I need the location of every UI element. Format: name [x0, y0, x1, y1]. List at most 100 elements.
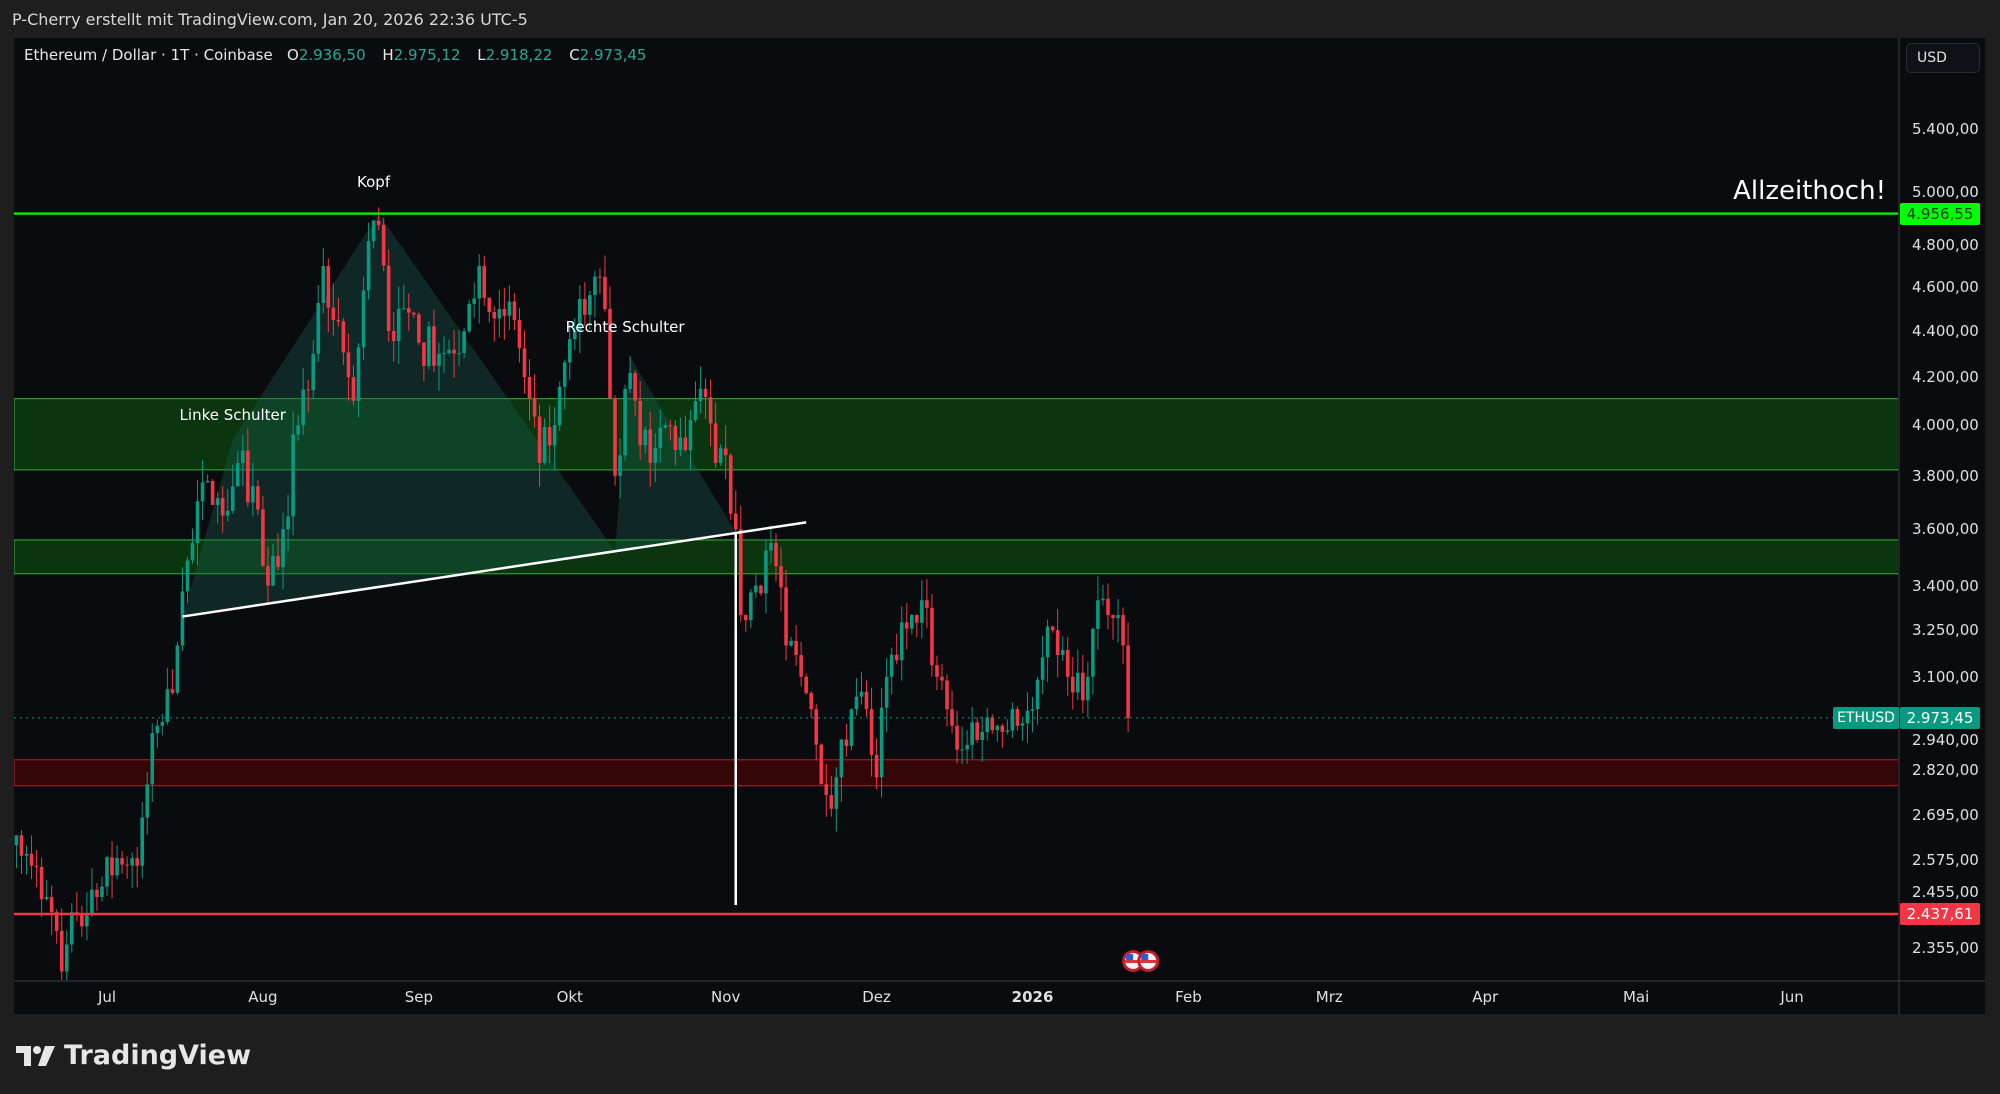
plot-area[interactable] — [14, 207, 1899, 994]
candle-up — [140, 817, 145, 866]
candle-up — [155, 725, 160, 734]
candle-down — [422, 342, 426, 366]
low-label: L — [477, 46, 486, 64]
candle-down — [744, 615, 748, 621]
close-value: 2.973,45 — [579, 46, 647, 64]
candle-up — [593, 276, 597, 296]
candle-up — [910, 615, 914, 629]
candle-up — [271, 555, 275, 586]
head-label[interactable]: Kopf — [357, 172, 391, 191]
candle-down — [733, 513, 738, 530]
candle-down — [537, 416, 542, 463]
currency-button[interactable]: USD — [1906, 43, 1980, 73]
price-tick: 4.400,00 — [1912, 322, 1979, 341]
chart-attribution: P-Cherry erstellt mit TradingView.com, J… — [12, 10, 528, 29]
candle-up — [241, 450, 245, 463]
time-tick: Feb — [1175, 988, 1202, 1006]
candle-up — [995, 725, 1000, 731]
candle-down — [703, 388, 708, 398]
right-shoulder-label[interactable]: Rechte Schulter — [565, 317, 685, 336]
candle-down — [1015, 709, 1020, 726]
candle-up — [1086, 676, 1090, 701]
candle-down — [391, 331, 396, 342]
time-tick: Okt — [556, 988, 583, 1006]
candle-up — [190, 542, 195, 561]
symbol-legend: Ethereum / Dollar · 1T · Coinbase O2.936… — [24, 46, 658, 64]
ath-annotation[interactable]: Allzeithoch! — [1733, 176, 1886, 206]
candle-down — [246, 450, 250, 503]
candle-up — [215, 498, 220, 505]
candle-down — [794, 640, 798, 656]
tradingview-logo[interactable]: TradingView — [16, 1040, 251, 1071]
head-shoulders-shading-0 — [182, 213, 616, 617]
candle-down — [39, 866, 44, 900]
high-label: H — [382, 46, 394, 64]
candle-down — [326, 266, 331, 308]
candle-up — [764, 550, 768, 594]
candle-up — [884, 676, 889, 708]
candle-up — [899, 622, 904, 661]
price-tick: 4.800,00 — [1912, 236, 1979, 255]
price-tick: 4.600,00 — [1912, 278, 1979, 297]
candle-down — [738, 529, 743, 616]
resistance-zone-upper — [14, 398, 1898, 471]
candle-down — [261, 509, 265, 566]
candle-up — [628, 372, 632, 389]
candle-up — [889, 654, 894, 677]
candle-down — [1106, 598, 1110, 616]
candle-up — [366, 241, 371, 291]
candle-down — [110, 857, 114, 876]
candle-up — [658, 427, 663, 448]
neckline — [182, 521, 807, 618]
left-shoulder-label[interactable]: Linke Schulter — [179, 406, 286, 425]
candle-up — [1060, 650, 1065, 655]
candle-up — [985, 717, 990, 732]
candle-down — [432, 326, 436, 366]
candle-down — [708, 397, 713, 424]
candle-up — [115, 858, 119, 876]
candle-down — [935, 665, 939, 677]
symbol-title[interactable]: Ethereum / Dollar · 1T · Coinbase — [24, 46, 273, 64]
candle-up — [251, 486, 255, 503]
candle-up — [834, 777, 839, 809]
us-flag-event-icon — [1137, 950, 1160, 972]
candle-down — [723, 448, 728, 456]
candle-up — [1045, 626, 1050, 658]
time-tick: Jun — [1780, 988, 1804, 1006]
candle-down — [19, 835, 24, 856]
candle-up — [497, 308, 502, 319]
close-label: C — [569, 46, 580, 64]
candle-up — [235, 462, 240, 487]
price-tick: 3.600,00 — [1912, 520, 1979, 539]
current-price-label: 2.973,45 — [1900, 706, 1980, 729]
price-tick: 2.820,00 — [1912, 761, 1979, 780]
candle-up — [281, 529, 285, 568]
candle-up — [970, 722, 974, 745]
chart-panel[interactable] — [14, 38, 1985, 1014]
candle-down — [95, 889, 99, 898]
candle-down — [306, 389, 310, 391]
candle-up — [749, 592, 753, 621]
candle-up — [291, 434, 295, 517]
candle-up — [185, 560, 190, 592]
candle-up — [960, 749, 964, 751]
candle-up — [849, 709, 854, 746]
candle-down — [648, 429, 653, 463]
candle-down — [779, 566, 783, 588]
candle-up — [678, 437, 683, 450]
candle-down — [1050, 626, 1055, 631]
candle-down — [210, 481, 215, 505]
candle-down — [34, 865, 39, 867]
candle-up — [698, 388, 703, 402]
candle-up — [1116, 615, 1120, 619]
candle-down — [452, 349, 456, 354]
candle-down — [336, 319, 341, 322]
candle-down — [583, 299, 587, 315]
candle-up — [1096, 600, 1100, 629]
candle-up — [165, 689, 170, 723]
price-tick: 2.355,00 — [1912, 939, 1979, 958]
candle-down — [386, 265, 391, 332]
candle-down — [341, 321, 346, 353]
candle-up — [965, 744, 969, 750]
